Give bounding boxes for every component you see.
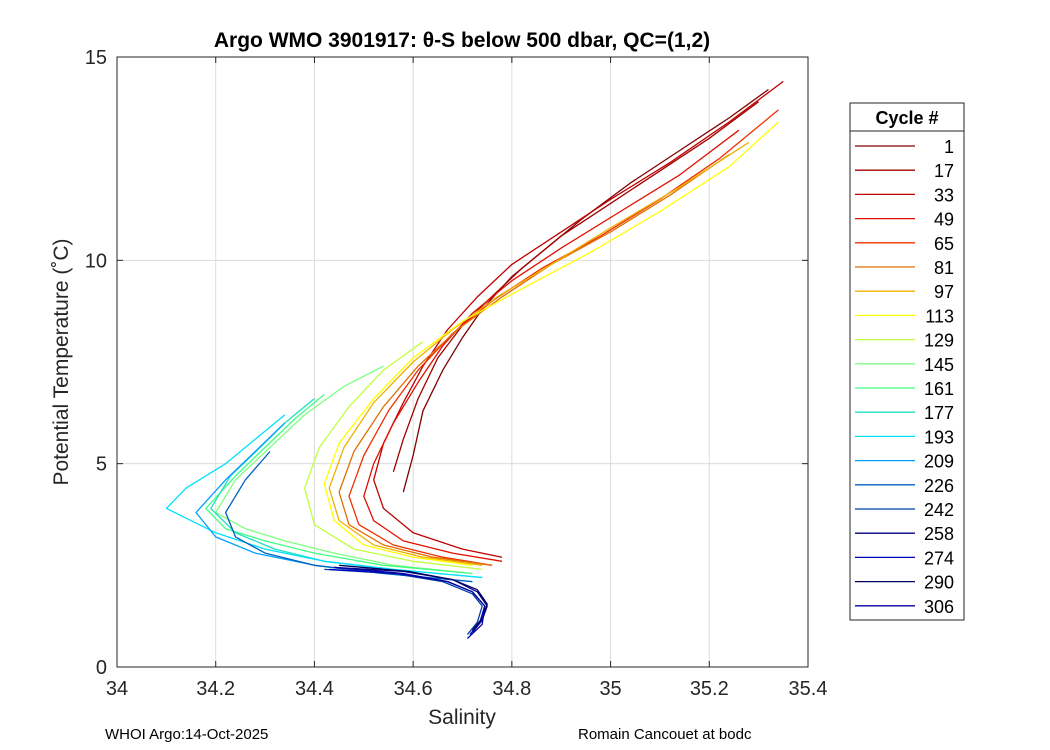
legend-label: 145 <box>924 355 954 375</box>
series-line-cycle-193 <box>165 414 483 579</box>
legend: Cycle # 1 17 33 49 65 81 97 113 129 145 161 177 193 2… <box>849 102 965 621</box>
legend-label: 33 <box>934 185 954 205</box>
series-line-cycle-33 <box>373 80 784 558</box>
x-tick-label: 35 <box>599 678 621 700</box>
plot-area <box>117 57 808 667</box>
legend-label: 177 <box>924 403 954 423</box>
tick-labels: 34 34.2 34.4 34.6 34.8 35 35.2 35.4 0 5 10 15 <box>85 47 828 700</box>
legend-label: 81 <box>934 258 954 278</box>
footer-author: Romain Cancouet at bodc <box>578 726 752 743</box>
x-tick-label: 34.4 <box>295 678 334 700</box>
series-line-cycle-65 <box>348 109 779 566</box>
y-tick-label: 0 <box>96 657 107 679</box>
x-tick-label: 35.4 <box>789 678 828 700</box>
x-tick-label: 35.2 <box>690 678 729 700</box>
legend-title: Cycle # <box>875 108 938 128</box>
y-tick-label: 5 <box>96 454 107 476</box>
series-line-cycle-81 <box>338 154 730 566</box>
series-line-cycle-113 <box>323 121 779 566</box>
legend-label: 113 <box>925 306 954 326</box>
legend-label: 1 <box>944 137 954 157</box>
y-tick-label: 15 <box>85 47 107 69</box>
legend-label: 17 <box>934 161 954 181</box>
series-line-cycle-49 <box>363 129 740 562</box>
series-line-cycle-1 <box>402 88 769 493</box>
series-line-cycle-129 <box>303 341 483 571</box>
series-line-cycle-306 <box>334 566 486 639</box>
legend-label: 258 <box>924 524 954 544</box>
series-line-cycle-97 <box>328 141 750 566</box>
series-line-cycle-161 <box>205 393 473 575</box>
legend-label: 306 <box>924 597 954 617</box>
x-tick-label: 34.6 <box>394 678 433 700</box>
legend-entries: 1 17 33 49 65 81 97 113 129 145 161 177 193 209 226 242… <box>855 137 954 617</box>
legend-label: 129 <box>924 331 954 351</box>
axis-ticks <box>116 56 809 668</box>
series-lines <box>165 80 784 639</box>
legend-label: 49 <box>934 210 954 230</box>
legend-label: 193 <box>924 427 954 447</box>
legend-label: 274 <box>924 548 954 568</box>
legend-label: 97 <box>934 282 954 302</box>
legend-label: 226 <box>924 476 954 496</box>
legend-label: 65 <box>934 234 954 254</box>
x-tick-label: 34 <box>106 678 128 700</box>
series-line-cycle-290 <box>339 564 488 631</box>
legend-label: 290 <box>924 573 954 593</box>
legend-label: 161 <box>924 379 954 399</box>
x-tick-label: 34.2 <box>196 678 235 700</box>
chart-title: Argo WMO 3901917: θ-S below 500 dbar, QC… <box>214 29 710 52</box>
x-tick-label: 34.8 <box>492 678 531 700</box>
series-line-cycle-17 <box>392 101 759 472</box>
plot-frame <box>116 56 809 668</box>
legend-label: 209 <box>924 452 954 472</box>
legend-label: 242 <box>924 500 954 520</box>
y-axis-label: Potential Temperature (˚C) <box>50 238 73 485</box>
y-tick-label: 10 <box>85 250 107 272</box>
footer-date: WHOI Argo:14-Oct-2025 <box>105 726 269 743</box>
x-axis-label: Salinity <box>428 706 496 729</box>
